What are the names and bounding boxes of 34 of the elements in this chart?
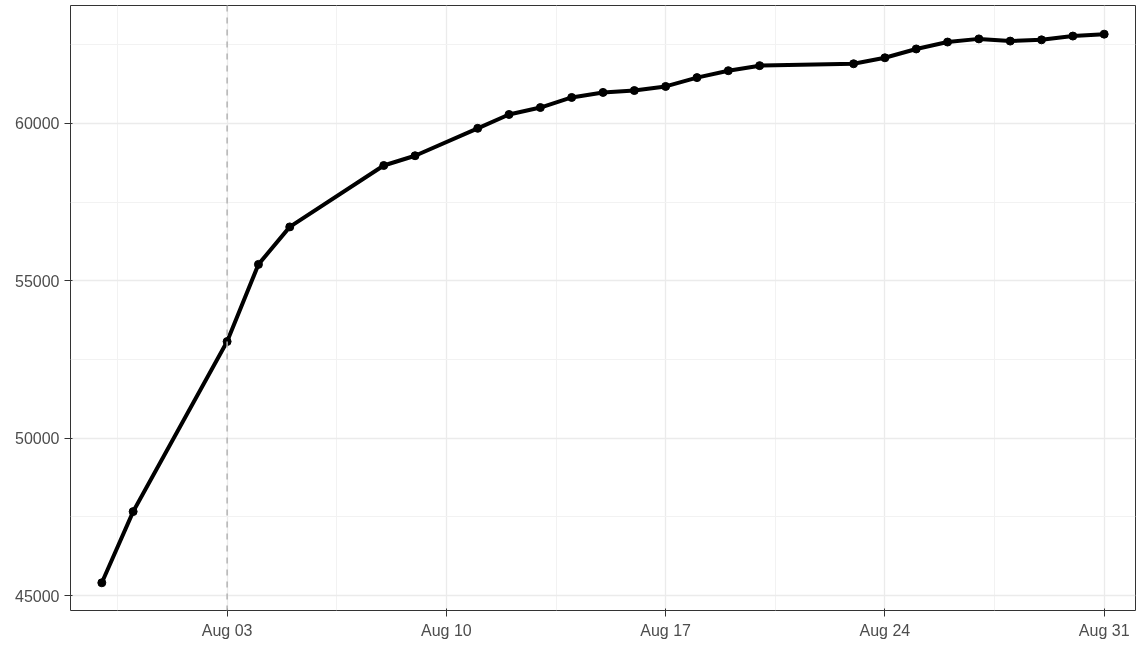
- point: [692, 73, 702, 83]
- point: [504, 109, 514, 119]
- point: [755, 61, 765, 71]
- point: [943, 37, 953, 47]
- point: [1068, 31, 1078, 41]
- point: [410, 151, 420, 161]
- point: [253, 259, 263, 269]
- point: [1099, 29, 1109, 39]
- y-tick-label: 45000: [15, 587, 60, 605]
- y-tick-label: 60000: [15, 115, 60, 133]
- x-tick-label: Aug 31: [1078, 621, 1130, 639]
- point: [880, 53, 890, 63]
- x-tick-label: Aug 10: [421, 621, 472, 639]
- point: [473, 123, 483, 133]
- point: [598, 87, 608, 97]
- y-tick-label: 50000: [15, 430, 60, 448]
- point: [849, 59, 859, 69]
- point: [629, 86, 639, 96]
- point: [974, 34, 984, 44]
- x-tick-label: Aug 17: [640, 621, 692, 639]
- point: [567, 92, 577, 102]
- point: [128, 507, 138, 517]
- x-tick-label: Aug 03: [201, 621, 253, 639]
- point: [379, 161, 389, 170]
- point: [661, 81, 671, 91]
- x-tick-label: Aug 24: [859, 621, 911, 639]
- point: [97, 578, 107, 588]
- y-tick-label: 55000: [15, 272, 60, 290]
- point: [1037, 35, 1047, 45]
- point: [723, 66, 733, 76]
- point: [535, 103, 545, 113]
- point: [1005, 36, 1015, 46]
- point: [285, 222, 295, 232]
- point: [911, 44, 921, 54]
